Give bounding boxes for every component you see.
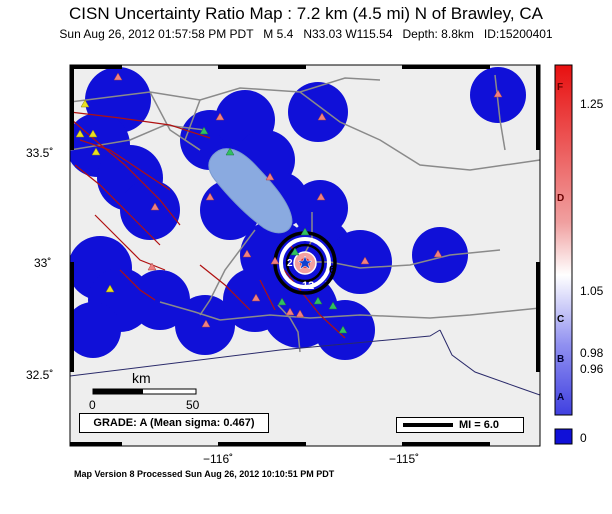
map-title: CISN Uncertainty Ratio Map : 7.2 km (4.5… xyxy=(69,4,543,23)
scale-unit: km xyxy=(132,370,151,386)
lat-label-33-5: 33.5˚ xyxy=(26,146,54,160)
mi-legend: MI = 6.0 xyxy=(396,417,524,433)
colorbar-tick-0-98: 0.98 xyxy=(580,346,604,360)
lat-label-33: 33˚ xyxy=(34,256,52,270)
processed-footer: Map Version 8 Processed Sun Aug 26, 2012… xyxy=(74,469,335,479)
colorbar-tick-1-25: 1.25 xyxy=(580,97,604,111)
mi-legend-label: MI = 6.0 xyxy=(459,419,500,431)
colorbar xyxy=(554,64,573,445)
scale-bar xyxy=(92,388,197,395)
frame-ticks xyxy=(70,65,540,446)
lon-label-116: −116˚ xyxy=(203,452,234,466)
grade-label: GRADE: A (Mean sigma: 0.467) xyxy=(79,413,269,433)
stations-yellow xyxy=(75,99,115,293)
contour-label-2: 2 xyxy=(287,258,293,269)
grade-letter-a: A xyxy=(557,392,565,403)
border-line xyxy=(70,329,441,377)
epicenter-star xyxy=(297,255,313,270)
grade-letter-d: D xyxy=(557,193,565,204)
scale-tick-50: 50 xyxy=(186,398,200,412)
grade-letter-b: B xyxy=(557,354,565,365)
grade-letter-f: F xyxy=(557,82,564,93)
lon-label-115: −115˚ xyxy=(389,452,420,466)
lat-label-32-5: 32.5˚ xyxy=(26,368,54,382)
state-border xyxy=(439,329,540,396)
event-subtitle: Sun Aug 26, 2012 01:57:58 PM PDT M 5.4 N… xyxy=(59,27,553,41)
stations-red xyxy=(113,72,503,328)
grade-letter-c: C xyxy=(557,314,565,325)
colorbar-tick-0: 0 xyxy=(580,431,587,445)
colorbar-tick-0-96: 0.96 xyxy=(580,362,604,376)
scale-tick-0: 0 xyxy=(89,398,96,412)
stations-green xyxy=(199,126,348,334)
salton-sea xyxy=(208,148,293,234)
mi-legend-line xyxy=(403,423,453,427)
contour-label-6: 6 xyxy=(329,264,335,276)
contour-label-12: 12 xyxy=(302,280,314,292)
colorbar-tick-1-05: 1.05 xyxy=(580,284,604,298)
